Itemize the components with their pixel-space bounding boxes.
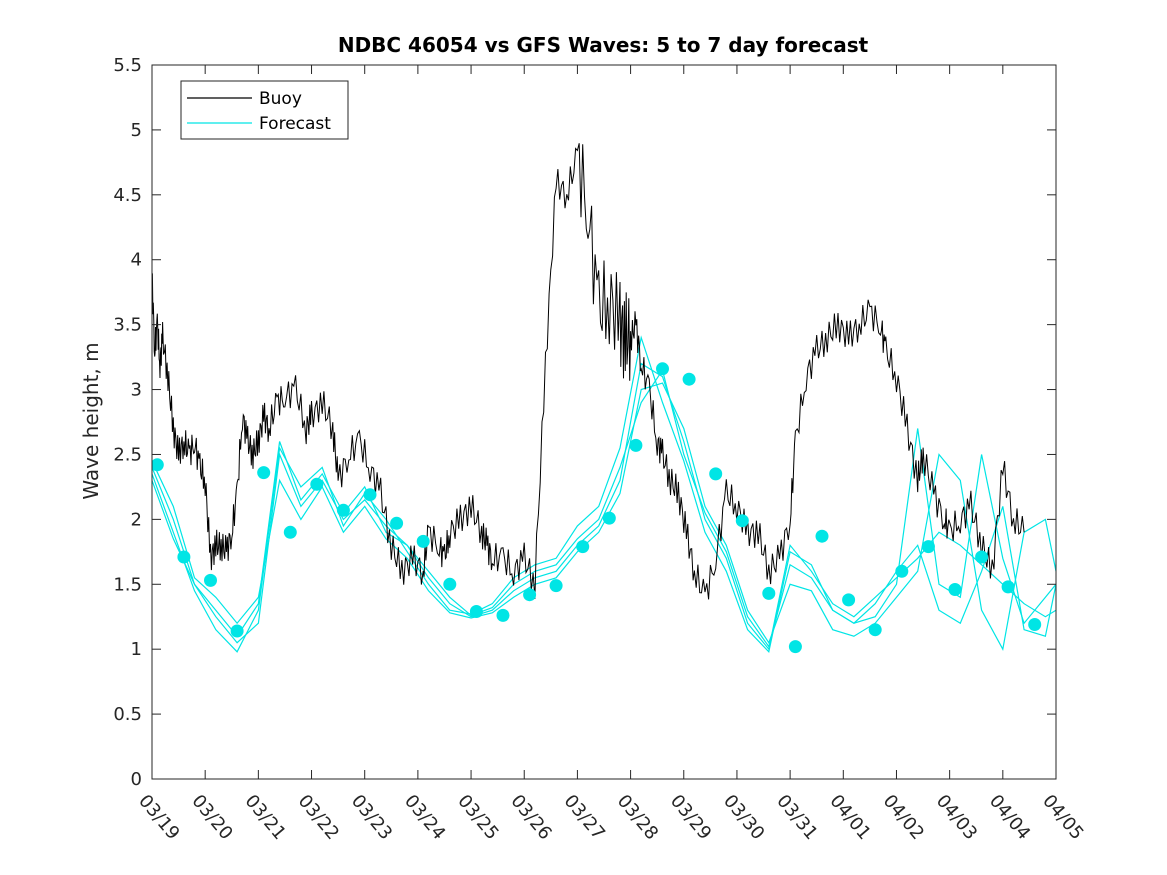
- forecast-marker: [709, 467, 723, 481]
- forecast-marker: [868, 623, 882, 637]
- forecast-marker: [735, 514, 749, 528]
- y-axis-label: Wave height, m: [79, 342, 103, 499]
- forecast-marker: [283, 525, 297, 539]
- forecast-marker: [469, 605, 483, 618]
- forecast-marker: [443, 577, 457, 591]
- forecast-marker: [656, 362, 669, 376]
- forecast-marker: [496, 608, 510, 622]
- forecast-marker: [629, 438, 643, 452]
- series-layer: [152, 143, 1056, 654]
- buoy-line: [152, 143, 1025, 600]
- forecast-marker: [230, 624, 244, 638]
- forecast-marker: [152, 458, 164, 472]
- forecast-marker: [416, 534, 430, 548]
- forecast-marker: [842, 593, 856, 607]
- forecast-marker: [310, 477, 324, 491]
- y-tick-label: 0: [131, 769, 142, 790]
- forecast-line-4: [152, 368, 1056, 648]
- y-axis-ticks: 0 0.5 1 1.5 2 2.5 3 3.5 4 4.5 5 5.5: [113, 55, 1056, 790]
- forecast-line-2: [152, 335, 1056, 654]
- y-tick-label: 4: [131, 250, 142, 271]
- forecast-marker: [895, 564, 909, 578]
- forecast-marker: [336, 503, 350, 517]
- y-tick-label: 2: [131, 509, 142, 530]
- forecast-marker: [762, 586, 776, 600]
- forecast-marker: [1028, 618, 1042, 631]
- axes-layer: [151, 64, 1057, 780]
- plot-frame: [151, 64, 1057, 780]
- y-tick-label: 4.5: [113, 185, 142, 206]
- y-tick-label: 2.5: [113, 444, 142, 465]
- y-tick-label: 5: [131, 120, 142, 141]
- forecast-marker: [815, 529, 829, 543]
- forecast-marker: [602, 511, 616, 525]
- forecast-marker: [204, 573, 217, 587]
- forecast-marker: [257, 466, 271, 480]
- legend-label-buoy: Buoy: [259, 89, 302, 109]
- forecast-marker: [177, 550, 191, 564]
- y-tick-label: 3: [131, 380, 142, 401]
- y-tick-label: 0.5: [113, 704, 142, 725]
- forecast-marker: [682, 372, 696, 386]
- legend-label-forecast: Forecast: [259, 114, 331, 134]
- legend: Buoy Forecast: [180, 80, 349, 140]
- y-tick-label: 3.5: [113, 315, 142, 336]
- forecast-marker: [948, 583, 962, 596]
- forecast-marker: [1001, 580, 1015, 594]
- y-tick-label: 1.5: [113, 574, 142, 595]
- forecast-marker: [523, 588, 537, 602]
- legend-box: [180, 80, 349, 140]
- forecast-marker: [576, 540, 590, 554]
- forecast-marker: [363, 488, 377, 502]
- y-tick-label: 1: [131, 639, 142, 660]
- chart-title: NDBC 46054 vs GFS Waves: 5 to 7 day fore…: [338, 33, 869, 57]
- forecast-line-1: [152, 362, 1056, 651]
- forecast-marker: [549, 579, 563, 593]
- forecast-marker: [788, 640, 802, 654]
- forecast-marker: [975, 550, 989, 564]
- y-tick-label: 5.5: [113, 55, 142, 76]
- forecast-marker: [921, 540, 935, 554]
- forecast-marker: [390, 516, 404, 530]
